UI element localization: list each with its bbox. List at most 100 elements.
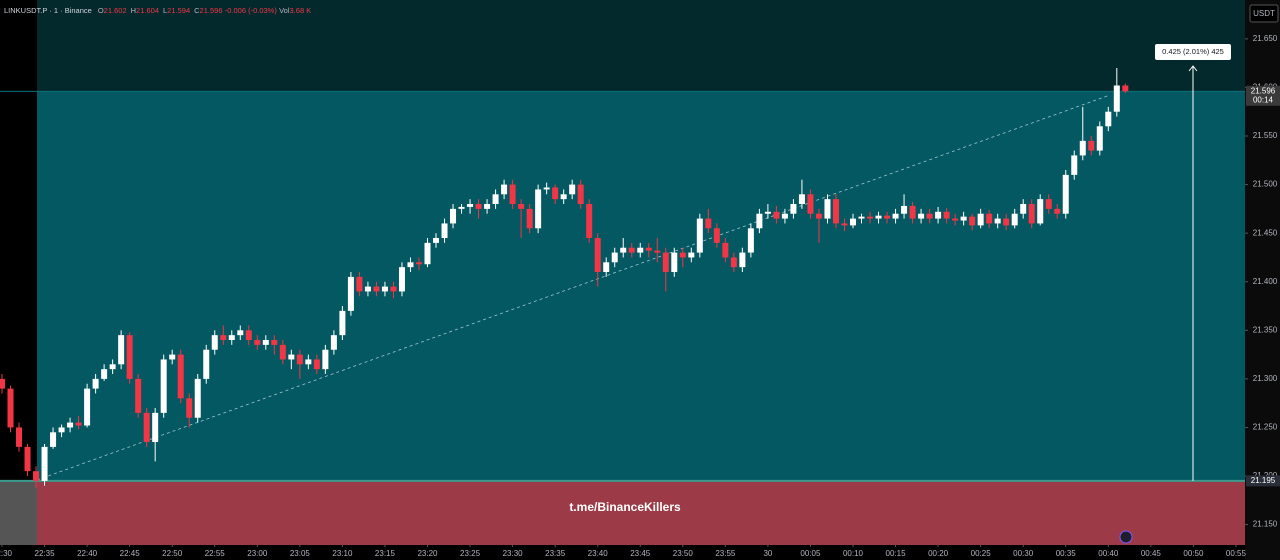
y-tick-label: 21.250	[1253, 423, 1278, 432]
ohlc-value: 21.596	[200, 6, 223, 15]
candle-body	[1096, 126, 1103, 151]
candle-body	[884, 215, 891, 219]
candle-body	[645, 247, 652, 251]
y-tick-label: 21.400	[1253, 277, 1278, 286]
candle-body	[169, 354, 176, 360]
candle-body	[739, 252, 746, 268]
candle-body	[143, 412, 150, 443]
icon[interactable]	[1119, 530, 1133, 544]
candle-body	[288, 354, 295, 360]
countdown: 00:14	[1253, 95, 1274, 104]
candle-body	[603, 262, 610, 273]
x-tick-label: 23:50	[673, 549, 694, 558]
candle-body	[1003, 218, 1010, 226]
x-tick-label: 23:40	[588, 549, 609, 558]
x-tick-label: 23:45	[630, 549, 651, 558]
candle-body	[67, 422, 74, 428]
x-tick-label: 23:10	[332, 549, 353, 558]
left-strip-low	[0, 480, 37, 545]
candle-body	[475, 204, 482, 209]
candle-body	[688, 252, 695, 258]
candle-body	[969, 216, 976, 226]
candle-body	[16, 427, 23, 447]
candle-body	[84, 388, 91, 426]
price-badge-label: 21.596	[1251, 86, 1276, 95]
candle-body	[1054, 208, 1061, 214]
candle-body	[662, 252, 669, 273]
candle-body	[654, 250, 661, 253]
x-tick-label: 30	[763, 549, 772, 558]
price-badge	[1246, 475, 1280, 487]
candle-body	[1062, 174, 1069, 214]
candle-body	[679, 252, 686, 258]
x-tick-label: 00:10	[843, 549, 864, 558]
candle-body	[330, 335, 337, 350]
candle-body	[203, 349, 210, 379]
candle-body	[807, 194, 814, 214]
candle-body	[220, 335, 227, 341]
candle-body	[569, 184, 576, 195]
candle-body	[0, 378, 5, 389]
candle-body	[594, 238, 601, 273]
candle-body	[756, 213, 763, 229]
candle-body	[901, 205, 908, 214]
candle-body	[347, 276, 354, 311]
candle-body	[637, 247, 644, 253]
arrow-head	[1188, 65, 1198, 72]
ohlc-label: C	[194, 6, 200, 15]
candle-body	[415, 262, 422, 265]
candle-body	[24, 446, 31, 472]
measure-label: 0.425 (2.01%) 425	[1162, 47, 1224, 56]
candle-body	[935, 211, 942, 219]
candle-body	[535, 189, 542, 229]
candle-body	[509, 184, 516, 205]
candle-body	[33, 471, 40, 481]
candle-body	[1045, 199, 1052, 209]
header: LINKUSDT.P · 1 · Binance O21.602 H21.604 L2…	[4, 6, 311, 15]
change: -0.006 (-0.03%)	[225, 6, 278, 15]
candle-body	[381, 286, 388, 292]
candle-body	[696, 218, 703, 253]
candle-body	[390, 286, 397, 292]
candle-body	[211, 335, 218, 350]
candle-body	[501, 184, 508, 195]
left-strip	[0, 0, 37, 481]
candle-body	[977, 213, 984, 226]
candle-body	[620, 247, 627, 253]
candle-body	[781, 213, 788, 219]
candle-body	[467, 204, 474, 207]
candle-body	[254, 340, 261, 345]
candle-body	[279, 344, 286, 360]
candle-body	[407, 262, 414, 268]
candle-body	[152, 412, 159, 443]
candle-body	[909, 205, 916, 219]
candle-body	[1105, 111, 1112, 127]
x-tick-label: 00:15	[886, 549, 907, 558]
time-axis	[0, 545, 1245, 560]
loss-zone	[37, 480, 1245, 545]
candle-body	[526, 208, 533, 229]
candle-body	[730, 257, 737, 268]
candle-body	[832, 199, 839, 224]
candle-body	[815, 213, 822, 219]
x-tick-label: 00:40	[1098, 549, 1119, 558]
candle-body	[764, 211, 771, 214]
x-tick-label: 22:40	[77, 549, 98, 558]
candle-body	[926, 213, 933, 219]
x-tick-label: 00:30	[1013, 549, 1034, 558]
candle-body	[50, 432, 57, 447]
x-tick-label: 22:45	[120, 549, 141, 558]
y-tick-label: 21.300	[1253, 374, 1278, 383]
candle-body	[1088, 140, 1095, 151]
ohlc-label: L	[163, 6, 167, 15]
y-tick-label: 21.150	[1253, 520, 1278, 529]
candle-body	[611, 252, 618, 263]
candle-body	[484, 204, 491, 209]
candle-body	[875, 215, 882, 219]
candle-body	[577, 184, 584, 205]
candle-body	[101, 369, 108, 379]
candle-body	[109, 364, 116, 370]
ohlc-label: H	[131, 6, 136, 15]
x-tick-label: 23:00	[247, 549, 268, 558]
